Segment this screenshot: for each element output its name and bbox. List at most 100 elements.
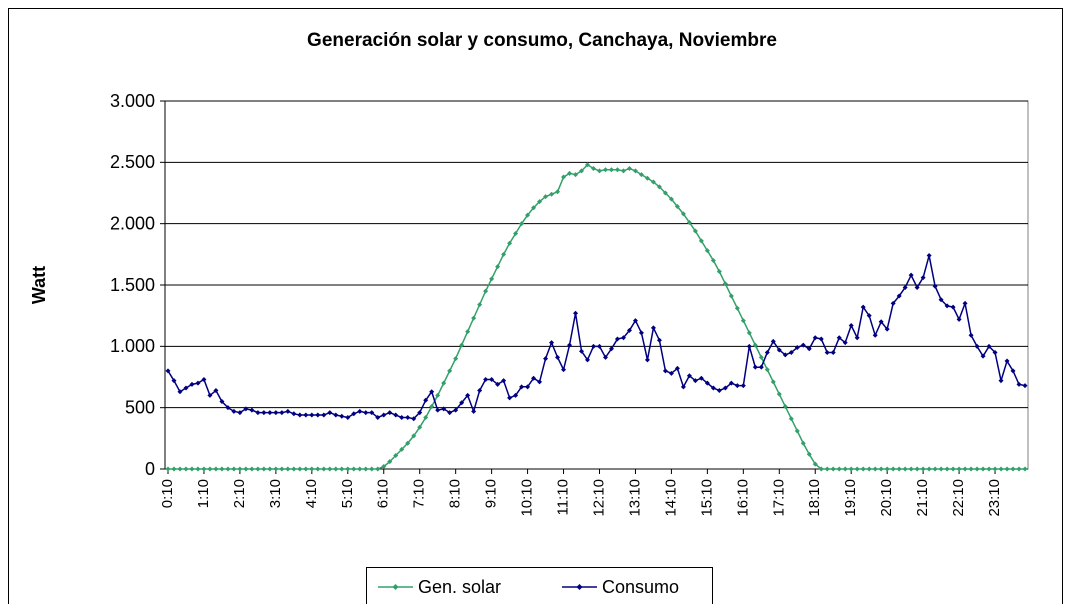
data-point (315, 466, 321, 472)
data-point (519, 384, 525, 390)
data-point (249, 466, 255, 472)
chart-title: Generación solar y consumo, Canchaya, No… (307, 30, 777, 51)
data-point (477, 302, 483, 308)
data-point (812, 461, 818, 467)
data-point (872, 332, 878, 338)
data-point (608, 167, 614, 173)
data-point (950, 304, 956, 310)
data-point (968, 332, 974, 338)
data-point (602, 354, 608, 360)
data-point (207, 392, 213, 398)
data-point (758, 364, 764, 370)
data-point (423, 397, 429, 403)
data-point (920, 275, 926, 281)
x-tick-label: 3:10 (267, 479, 284, 508)
data-point (680, 211, 686, 217)
data-point (794, 428, 800, 434)
data-point (818, 336, 824, 342)
data-point (429, 403, 435, 409)
data-point (267, 410, 273, 416)
data-point (812, 335, 818, 341)
data-point (459, 342, 465, 348)
data-point (992, 466, 998, 472)
legend-marker (392, 584, 399, 590)
data-point (285, 408, 291, 414)
data-point (734, 305, 740, 311)
data-point (884, 326, 890, 332)
data-point (926, 253, 932, 259)
data-point (399, 414, 405, 420)
data-point (567, 170, 573, 176)
data-point (375, 414, 381, 420)
data-point (1022, 466, 1028, 472)
data-point (830, 466, 836, 472)
data-point (417, 410, 423, 416)
data-point (363, 466, 369, 472)
data-point (201, 466, 207, 472)
x-tick-label: 8:10 (447, 479, 464, 508)
data-point (854, 335, 860, 341)
data-point (962, 300, 968, 306)
data-point (704, 248, 710, 254)
data-point (698, 238, 704, 244)
data-point (165, 466, 171, 472)
data-point (237, 466, 243, 472)
data-point (375, 466, 381, 472)
data-point (465, 329, 471, 335)
x-tick-label: 10:10 (519, 479, 536, 517)
data-point (591, 343, 597, 349)
data-point (243, 406, 249, 412)
data-point (836, 466, 842, 472)
data-point (213, 387, 219, 393)
data-point (980, 466, 986, 472)
data-point (998, 466, 1004, 472)
data-point (770, 379, 776, 385)
y-tick-label: 1.500 (110, 275, 155, 295)
data-point (764, 349, 770, 355)
data-point (555, 189, 561, 195)
data-point (908, 466, 914, 472)
data-point (638, 330, 644, 336)
data-point (399, 446, 405, 452)
data-point (890, 300, 896, 306)
data-point (585, 357, 591, 363)
data-point (255, 410, 261, 416)
data-point (435, 407, 441, 413)
data-point (243, 466, 249, 472)
data-point (423, 414, 429, 420)
data-point (339, 413, 345, 419)
data-point (596, 343, 602, 349)
x-tick-label: 0:10 (159, 479, 176, 508)
data-point (674, 203, 680, 209)
data-point (878, 319, 884, 325)
data-point (938, 466, 944, 472)
data-point (914, 466, 920, 472)
data-point (644, 175, 650, 181)
data-point (273, 410, 279, 416)
data-point (932, 466, 938, 472)
data-point (896, 293, 902, 299)
data-point (495, 264, 501, 270)
data-point (944, 466, 950, 472)
data-point (692, 378, 698, 384)
y-tick-label: 0 (145, 459, 155, 479)
data-point (273, 466, 279, 472)
data-point (710, 385, 716, 391)
data-point (387, 459, 393, 465)
data-point (644, 357, 650, 363)
data-point (579, 168, 585, 174)
data-point (626, 165, 632, 171)
data-point (195, 466, 201, 472)
data-point (519, 221, 525, 227)
data-point (447, 368, 453, 374)
data-point (764, 367, 770, 373)
data-point (884, 466, 890, 472)
data-point (956, 316, 962, 322)
data-point (543, 194, 549, 200)
data-point (962, 466, 968, 472)
data-point (591, 165, 597, 171)
data-point (459, 400, 465, 406)
data-point (549, 191, 555, 197)
data-point (752, 342, 758, 348)
